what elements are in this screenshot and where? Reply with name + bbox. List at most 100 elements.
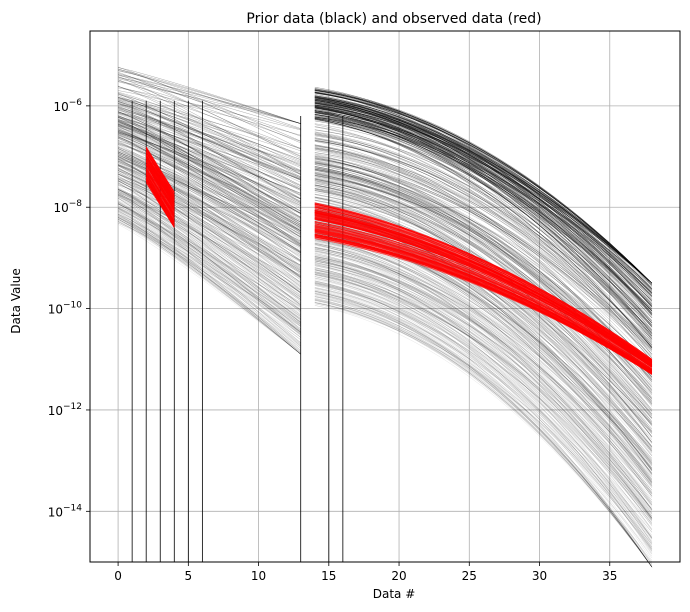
prior-line (314, 302, 653, 563)
prior-line (314, 282, 653, 551)
prior-line (117, 218, 301, 355)
observed-line (145, 154, 175, 199)
prior-line (314, 107, 653, 290)
prior-line (314, 287, 653, 566)
prior-line (314, 105, 653, 293)
prior-line (314, 239, 653, 465)
prior-line (314, 190, 653, 410)
prior-line (314, 102, 653, 294)
prior-line (314, 260, 653, 481)
prior-line (117, 205, 301, 333)
prior-line (118, 115, 301, 190)
prior-line (117, 188, 301, 317)
prior-line (117, 214, 301, 355)
observed-line (314, 220, 653, 367)
prior-line (314, 291, 653, 533)
prior-line (314, 288, 653, 520)
observed-line (145, 152, 175, 197)
prior-line (118, 123, 301, 190)
prior-line (314, 111, 653, 295)
prior-line (314, 90, 653, 285)
prior-line (118, 113, 301, 173)
prior-line (314, 105, 653, 317)
prior-line (117, 178, 301, 296)
prior-line (314, 236, 653, 494)
prior-line (314, 296, 653, 568)
prior-line (118, 193, 301, 292)
prior-line (117, 222, 301, 331)
prior-line (314, 238, 653, 481)
prior-line (118, 103, 301, 167)
prior-line (118, 129, 301, 218)
prior-line (314, 101, 653, 297)
prior-line (314, 99, 653, 330)
prior-line (314, 289, 653, 568)
prior-line (117, 183, 301, 304)
prior-line (314, 117, 653, 349)
prior-line (117, 211, 301, 355)
prior-line (118, 93, 301, 187)
prior-line (117, 200, 301, 307)
prior-line (314, 244, 653, 516)
prior-line (314, 258, 653, 510)
prior-line (314, 114, 653, 314)
prior-line (314, 178, 653, 430)
prior-line (314, 179, 653, 416)
prior-line (117, 117, 301, 229)
prior-line (314, 291, 653, 539)
prior-line (314, 258, 653, 539)
prior-line (118, 112, 301, 172)
prior-line (314, 262, 653, 506)
prior-line (117, 173, 301, 306)
prior-line (314, 277, 653, 518)
x-tick-label: 5 (185, 569, 193, 583)
prior-line (117, 200, 301, 344)
prior-line (314, 109, 653, 297)
prior-line (314, 110, 653, 326)
prior-line (314, 91, 653, 307)
x-axis-label: Data # (373, 587, 416, 601)
prior-line (314, 118, 653, 355)
prior-line (314, 104, 653, 318)
prior-line (314, 100, 653, 284)
prior-line (118, 101, 301, 204)
prior-line (118, 133, 301, 200)
prior-line (314, 88, 653, 286)
prior-line (314, 90, 653, 284)
prior-line (118, 79, 301, 157)
prior-line (314, 290, 653, 568)
prior-line (118, 109, 301, 164)
prior-line (118, 173, 301, 276)
data-lines (117, 66, 653, 568)
prior-line (117, 171, 301, 302)
prior-line (314, 158, 653, 347)
prior-line (118, 111, 301, 210)
prior-line (117, 220, 301, 355)
observed-line (314, 226, 653, 369)
observed-line (314, 203, 653, 360)
prior-line (314, 98, 653, 314)
prior-line (117, 207, 301, 323)
prior-line (117, 127, 301, 241)
prior-line (118, 81, 301, 124)
prior-line (118, 74, 301, 157)
prior-line (314, 98, 653, 315)
prior-line (314, 284, 653, 512)
prior-line (314, 298, 653, 545)
prior-line (314, 172, 653, 424)
prior-line (314, 107, 653, 312)
prior-line (314, 98, 653, 294)
prior-line (314, 133, 653, 361)
prior-line (117, 207, 301, 343)
prior-line (117, 216, 301, 338)
observed-line (314, 214, 653, 366)
prior-line (118, 178, 301, 277)
prior-line (314, 107, 653, 302)
prior-line (118, 97, 301, 149)
prior-line (118, 131, 301, 211)
prior-line (314, 111, 653, 340)
prior-line (314, 250, 653, 463)
prior-line (314, 162, 653, 350)
prior-line (314, 107, 653, 306)
prior-line (314, 108, 653, 342)
